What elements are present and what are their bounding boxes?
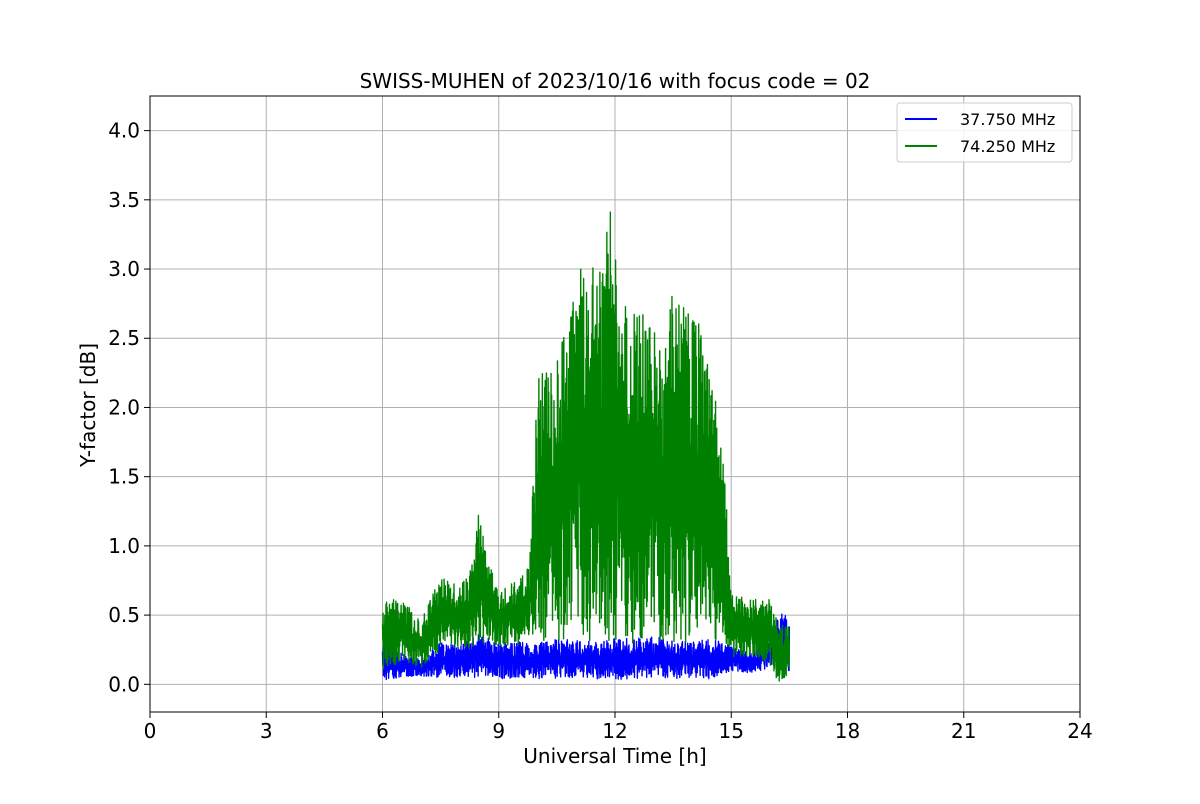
x-tick-label: 9 (492, 719, 505, 743)
y-tick-label: 3.0 (108, 257, 140, 281)
series-line-1 (381, 211, 791, 682)
y-tick-label: 3.5 (108, 188, 140, 212)
series-layer (381, 211, 791, 682)
legend-label-37750: 37.750 MHz (960, 110, 1055, 129)
legend-box (896, 102, 1073, 163)
y-tick-label: 1.5 (108, 465, 140, 489)
x-tick-label: 15 (719, 719, 744, 743)
y-tick-label: 4.0 (108, 119, 140, 143)
y-axis-label: Y-factor [dB] (76, 343, 100, 468)
series-line-0 (381, 613, 791, 681)
x-tick-label: 18 (835, 719, 860, 743)
x-tick-label: 0 (144, 719, 157, 743)
chart-title: SWISS-MUHEN of 2023/10/16 with focus cod… (360, 69, 871, 93)
x-tick-label: 24 (1067, 719, 1092, 743)
y-tick-label: 2.0 (108, 395, 140, 419)
x-tick-label: 3 (260, 719, 273, 743)
y-tick-label: 2.5 (108, 326, 140, 350)
x-tick-label: 6 (376, 719, 389, 743)
y-tick-label: 1.0 (108, 534, 140, 558)
x-tick-label: 12 (602, 719, 627, 743)
axis-ticks: 0 3 6 9 12 15 18 21 24 0.0 0.5 1.0 1.5 2.0 2.5 3.0 3.5 4.… (108, 119, 1093, 743)
y-tick-label: 0.5 (108, 603, 140, 627)
y-tick-label: 0.0 (108, 672, 140, 696)
x-axis-label: Universal Time [h] (523, 744, 706, 768)
x-tick-label: 21 (951, 719, 976, 743)
legend: 37.750 MHz 74.250 MHz (896, 102, 1073, 163)
legend-label-74250: 74.250 MHz (960, 137, 1055, 156)
